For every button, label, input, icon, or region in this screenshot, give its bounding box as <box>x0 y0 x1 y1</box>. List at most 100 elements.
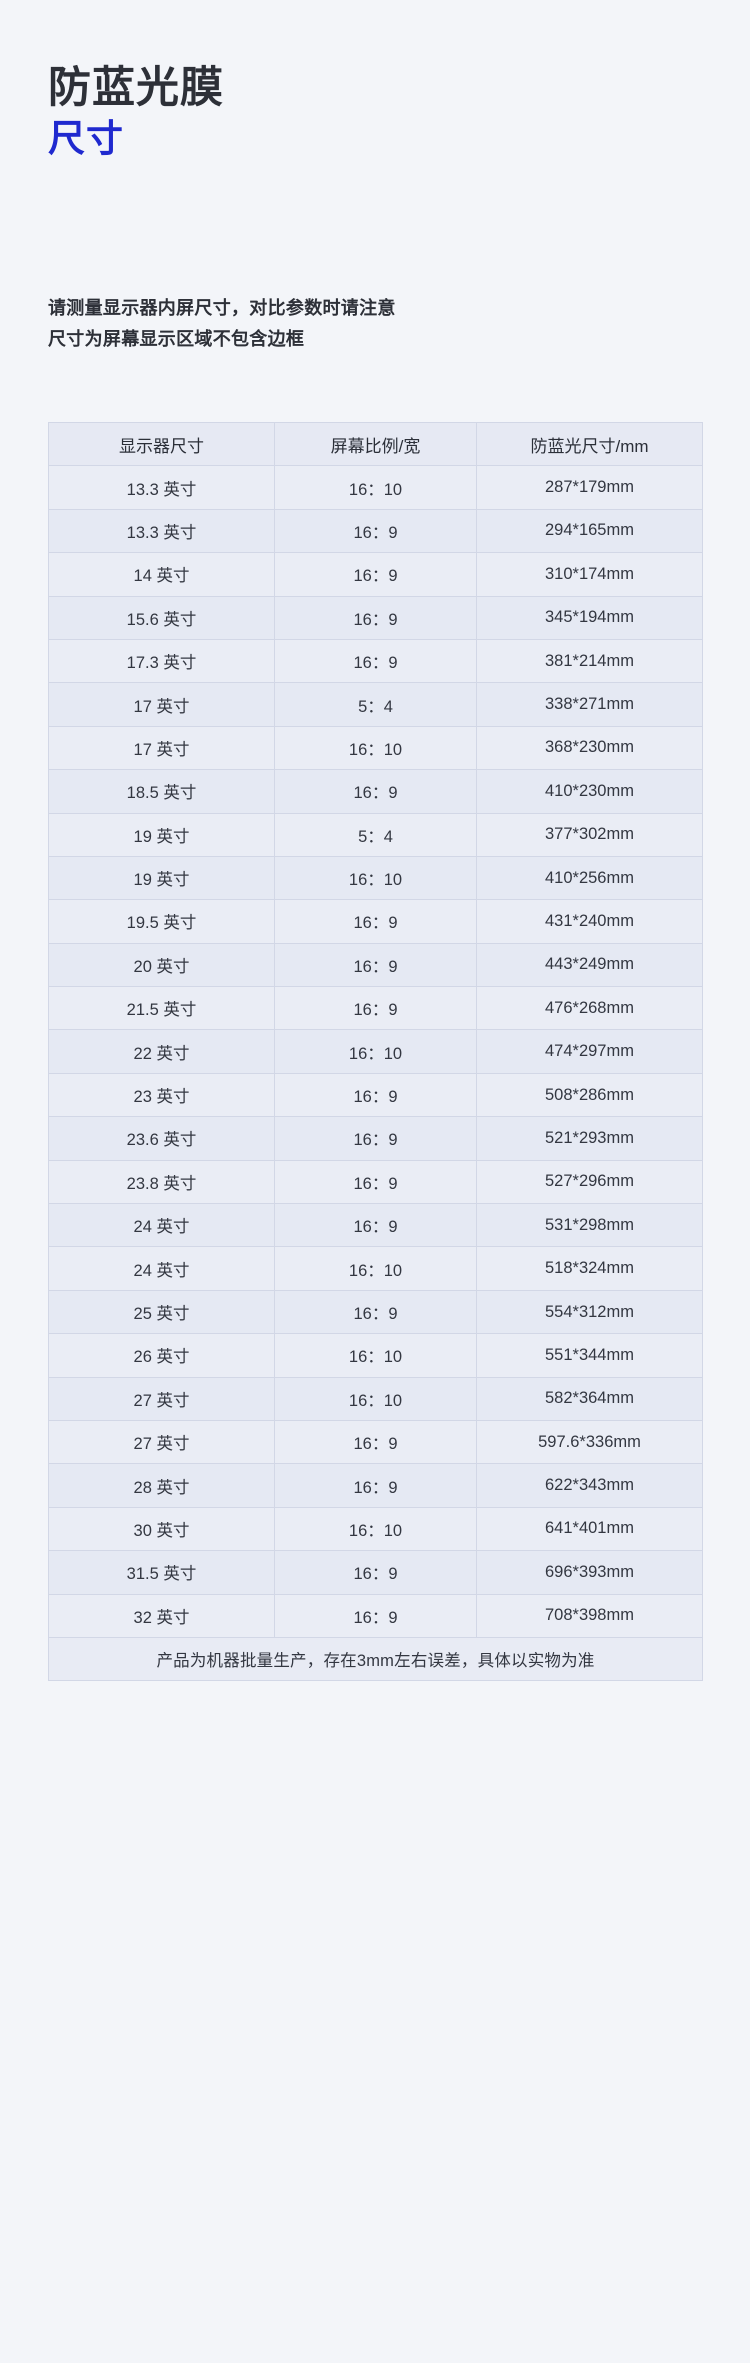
cell-monitor-size: 20 英寸 <box>48 942 275 988</box>
cell-screen-ratio: 16：9 <box>274 1419 477 1465</box>
cell-screen-ratio: 16：9 <box>274 1203 477 1248</box>
table-row: 20 英寸 16：9 443*249mm <box>48 942 703 988</box>
cell-monitor-size: 27 英寸 <box>48 1419 275 1465</box>
column-header-film-size: 防蓝光尺寸/mm <box>476 421 703 467</box>
cell-film-size: 597.6*336mm <box>476 1419 703 1465</box>
cell-monitor-size: 32 英寸 <box>48 1593 275 1638</box>
cell-film-size: 294*165mm <box>476 508 703 554</box>
table-row: 23 英寸 16：9 508*286mm <box>48 1072 703 1118</box>
cell-monitor-size: 24 英寸 <box>48 1203 275 1248</box>
table-row: 19.5 英寸 16：9 431*240mm <box>48 899 703 944</box>
table-row: 27 英寸 16：10 582*364mm <box>48 1376 703 1421</box>
table-row: 19 英寸 16：10 410*256mm <box>48 855 703 901</box>
cell-screen-ratio: 16：9 <box>274 552 477 597</box>
table-row: 31.5 英寸 16：9 696*393mm <box>48 1550 703 1595</box>
cell-monitor-size: 17.3 英寸 <box>48 638 275 684</box>
cell-monitor-size: 22 英寸 <box>48 1029 275 1074</box>
cell-film-size: 708*398mm <box>476 1593 703 1638</box>
table-row: 32 英寸 16：9 708*398mm <box>48 1593 703 1638</box>
table-row: 17 英寸 16：10 368*230mm <box>48 725 703 771</box>
cell-film-size: 641*401mm <box>476 1506 703 1552</box>
cell-screen-ratio: 16：10 <box>274 465 477 510</box>
table-row: 25 英寸 16：9 554*312mm <box>48 1289 703 1335</box>
cell-screen-ratio: 16：10 <box>274 1506 477 1552</box>
table-row: 19 英寸 5：4 377*302mm <box>48 812 703 857</box>
cell-film-size: 696*393mm <box>476 1550 703 1595</box>
cell-film-size: 521*293mm <box>476 1116 703 1161</box>
cell-screen-ratio: 16：9 <box>274 1550 477 1595</box>
table-header-row: 显示器尺寸 屏幕比例/宽 防蓝光尺寸/mm <box>48 421 703 467</box>
table-row: 17 英寸 5：4 338*271mm <box>48 682 703 727</box>
cell-screen-ratio: 16：10 <box>274 1333 477 1378</box>
table-row: 13.3 英寸 16：9 294*165mm <box>48 508 703 554</box>
cell-monitor-size: 26 英寸 <box>48 1333 275 1378</box>
cell-monitor-size: 23 英寸 <box>48 1072 275 1118</box>
cell-monitor-size: 19.5 英寸 <box>48 899 275 944</box>
cell-screen-ratio: 16：9 <box>274 899 477 944</box>
cell-film-size: 345*194mm <box>476 595 703 640</box>
table-row: 17.3 英寸 16：9 381*214mm <box>48 638 703 684</box>
cell-film-size: 531*298mm <box>476 1203 703 1248</box>
cell-monitor-size: 17 英寸 <box>48 725 275 771</box>
cell-monitor-size: 27 英寸 <box>48 1376 275 1421</box>
cell-screen-ratio: 16：9 <box>274 1463 477 1508</box>
cell-monitor-size: 13.3 英寸 <box>48 508 275 554</box>
page-subtitle: 尺寸 <box>48 118 124 160</box>
table-row: 24 英寸 16：9 531*298mm <box>48 1203 703 1248</box>
table-row: 18.5 英寸 16：9 410*230mm <box>48 769 703 814</box>
table-footnote: 产品为机器批量生产，存在3mm左右误差，具体以实物为准 <box>48 1636 703 1682</box>
cell-monitor-size: 24 英寸 <box>48 1246 275 1291</box>
cell-film-size: 443*249mm <box>476 942 703 988</box>
cell-monitor-size: 23.8 英寸 <box>48 1159 275 1205</box>
cell-monitor-size: 18.5 英寸 <box>48 769 275 814</box>
cell-film-size: 410*230mm <box>476 769 703 814</box>
cell-screen-ratio: 16：10 <box>274 725 477 771</box>
cell-monitor-size: 25 英寸 <box>48 1289 275 1335</box>
cell-monitor-size: 14 英寸 <box>48 552 275 597</box>
cell-monitor-size: 23.6 英寸 <box>48 1116 275 1161</box>
instruction-text: 请测量显示器内屏尺寸，对比参数时请注意 尺寸为屏幕显示区域不包含边框 <box>48 293 708 354</box>
cell-screen-ratio: 16：9 <box>274 1116 477 1161</box>
cell-monitor-size: 19 英寸 <box>48 812 275 857</box>
cell-film-size: 310*174mm <box>476 552 703 597</box>
instruction-line-1: 请测量显示器内屏尺寸，对比参数时请注意 <box>48 298 396 318</box>
table-row: 24 英寸 16：10 518*324mm <box>48 1246 703 1291</box>
table-row: 30 英寸 16：10 641*401mm <box>48 1506 703 1552</box>
cell-screen-ratio: 16：9 <box>274 638 477 684</box>
table-row: 27 英寸 16：9 597.6*336mm <box>48 1419 703 1465</box>
cell-screen-ratio: 16：9 <box>274 986 477 1031</box>
cell-film-size: 431*240mm <box>476 899 703 944</box>
table-footnote-row: 产品为机器批量生产，存在3mm左右误差，具体以实物为准 <box>48 1636 703 1682</box>
table-row: 26 英寸 16：10 551*344mm <box>48 1333 703 1378</box>
cell-screen-ratio: 16：9 <box>274 1072 477 1118</box>
cell-monitor-size: 31.5 英寸 <box>48 1550 275 1595</box>
table-row: 14 英寸 16：9 310*174mm <box>48 552 703 597</box>
table-footer: 产品为机器批量生产，存在3mm左右误差，具体以实物为准 <box>48 1636 703 1682</box>
cell-film-size: 518*324mm <box>476 1246 703 1291</box>
cell-film-size: 582*364mm <box>476 1376 703 1421</box>
page-heading: 防蓝光膜 尺寸 <box>48 62 688 162</box>
cell-film-size: 554*312mm <box>476 1289 703 1335</box>
cell-screen-ratio: 16：9 <box>274 508 477 554</box>
cell-screen-ratio: 16：10 <box>274 1029 477 1074</box>
table-row: 21.5 英寸 16：9 476*268mm <box>48 986 703 1031</box>
cell-screen-ratio: 16：9 <box>274 595 477 640</box>
table-row: 15.6 英寸 16：9 345*194mm <box>48 595 703 640</box>
cell-monitor-size: 19 英寸 <box>48 855 275 901</box>
cell-film-size: 338*271mm <box>476 682 703 727</box>
table-row: 23.8 英寸 16：9 527*296mm <box>48 1159 703 1205</box>
cell-screen-ratio: 5：4 <box>274 682 477 727</box>
cell-monitor-size: 28 英寸 <box>48 1463 275 1508</box>
cell-screen-ratio: 16：9 <box>274 1593 477 1638</box>
cell-monitor-size: 15.6 英寸 <box>48 595 275 640</box>
cell-film-size: 476*268mm <box>476 986 703 1031</box>
cell-film-size: 527*296mm <box>476 1159 703 1205</box>
cell-screen-ratio: 5：4 <box>274 812 477 857</box>
cell-film-size: 377*302mm <box>476 812 703 857</box>
cell-screen-ratio: 16：9 <box>274 1289 477 1335</box>
table-header: 显示器尺寸 屏幕比例/宽 防蓝光尺寸/mm <box>48 421 703 467</box>
cell-film-size: 551*344mm <box>476 1333 703 1378</box>
cell-screen-ratio: 16：9 <box>274 769 477 814</box>
cell-monitor-size: 17 英寸 <box>48 682 275 727</box>
